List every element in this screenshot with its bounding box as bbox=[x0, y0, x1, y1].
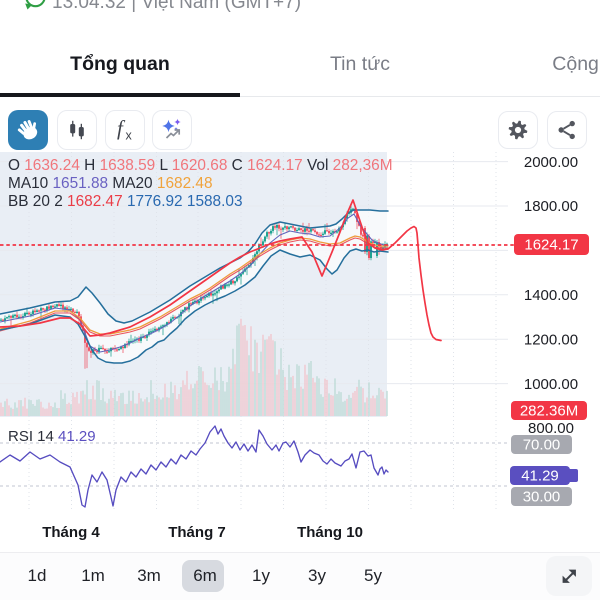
svg-text:1624.17: 1624.17 bbox=[524, 237, 578, 254]
svg-text:1200.00: 1200.00 bbox=[524, 331, 578, 348]
svg-text:30.00: 30.00 bbox=[523, 489, 561, 506]
svg-text:x: x bbox=[126, 129, 133, 143]
svg-text:1800.00: 1800.00 bbox=[524, 198, 578, 215]
svg-text:800.00: 800.00 bbox=[528, 420, 574, 437]
svg-text:Tháng 10: Tháng 10 bbox=[297, 524, 363, 541]
svg-text:f: f bbox=[117, 117, 126, 140]
svg-text:70.00: 70.00 bbox=[523, 437, 561, 454]
svg-text:41.29: 41.29 bbox=[521, 468, 559, 485]
svg-text:2000.00: 2000.00 bbox=[524, 154, 578, 171]
svg-text:Tháng 7: Tháng 7 bbox=[168, 524, 226, 541]
svg-text:1400.00: 1400.00 bbox=[524, 287, 578, 304]
svg-text:282.36M: 282.36M bbox=[520, 403, 578, 420]
svg-text:Tháng 4: Tháng 4 bbox=[42, 524, 100, 541]
svg-text:1000.00: 1000.00 bbox=[524, 376, 578, 393]
